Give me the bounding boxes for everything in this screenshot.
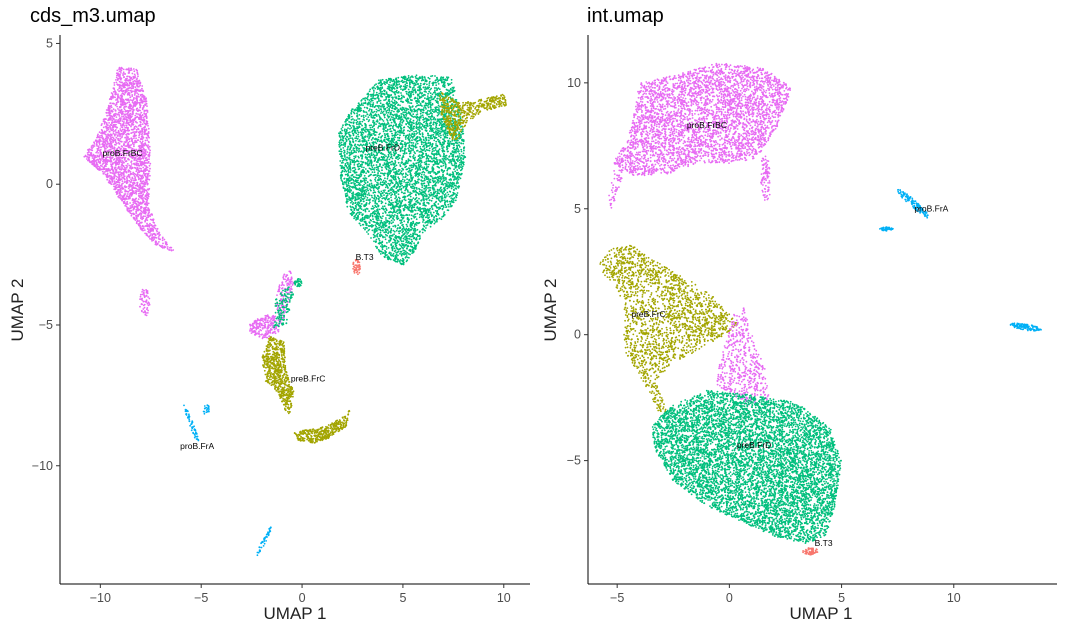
panel-int-umap: int.umap −5 0 5 10 10 5 0 −5 proB.FrBC proB.FrA pr… [533,0,1067,630]
cluster-label: proB.FrBC [102,148,142,158]
y-tick: −5 [567,454,588,468]
cluster-points-prob-frbc [716,307,770,406]
y-tick: 10 [567,76,588,90]
x-tick: 5 [838,584,845,605]
chart-title: int.umap [587,5,664,28]
cluster-label: preB.FrD [366,142,400,152]
x-tick-label: 5 [399,591,406,605]
y-axis-label: UMAP 2 [8,279,28,342]
cluster-points-preb-frd [293,278,303,288]
cluster-points-preb-frc [261,336,295,415]
cluster-points-prob-fra [879,226,894,232]
x-tick: 0 [299,584,306,605]
scatter-points [599,62,1042,556]
scatter-plot-int-umap: −5 0 5 10 10 5 0 −5 proB.FrBC proB.FrA preB.FrC pre… [567,35,1057,605]
cluster-points-prob-frbc [249,314,282,340]
y-tick-label: −10 [32,459,53,473]
cluster-points-preb-frd [651,389,842,544]
cluster-points-preb-frc [293,409,351,444]
cluster-label: preB.FrC [291,373,325,383]
cluster-label: proB.FrA [914,203,948,213]
y-tick: −5 [39,318,60,332]
cluster-points-preb-frc [599,244,738,413]
y-tick-label: 5 [574,202,581,216]
cluster-label: proB.FrA [180,441,214,451]
scatter-plot-cds-m3-umap: −10 −5 0 5 10 5 0 −5 −10 proB.FrBC preB.FrD B.T3 pre… [32,35,530,605]
x-tick-label: 10 [497,591,511,605]
x-tick: 10 [497,584,511,605]
x-tick: −5 [610,584,624,605]
y-tick: 0 [46,177,60,191]
cluster-points-prob-fra [256,526,272,557]
x-tick-label: −5 [194,591,208,605]
cluster-label: preB.FrD [737,440,771,450]
y-tick-label: −5 [567,454,581,468]
x-tick-label: 10 [947,591,961,605]
cluster-points-preb-frd [273,286,294,329]
cluster-points-preb-frc [439,92,507,141]
y-tick: 5 [46,36,60,50]
y-tick: 5 [574,202,588,216]
cluster-points-b-t3 [352,258,361,276]
x-tick: −10 [90,584,111,605]
chart-title: cds_m3.umap [30,5,156,28]
y-tick-label: 0 [574,328,581,342]
cluster-label: proB.FrBC [687,120,727,130]
x-tick-label: 0 [299,591,306,605]
y-tick: 0 [574,328,588,342]
cluster-points-b-t3 [802,547,819,556]
x-tick-label: 5 [838,591,845,605]
x-tick-label: −5 [610,591,624,605]
cluster-points-prob-fra [202,404,210,415]
cluster-points-prob-frbc [608,163,627,209]
cluster-points-preb-frd [338,74,467,266]
y-tick-label: 0 [46,177,53,191]
cluster-points-prob-frbc [760,155,771,201]
y-tick: −10 [32,459,60,473]
x-tick: −5 [194,584,208,605]
x-axis-label: UMAP 1 [264,604,327,624]
x-tick-label: 0 [726,591,733,605]
cluster-points-prob-frbc [139,288,151,317]
cluster-label: B.T3 [815,538,833,548]
y-tick-label: 10 [567,76,581,90]
cluster-points-prob-fra [897,188,929,219]
x-tick: 5 [399,584,406,605]
cluster-points-prob-fra [1009,322,1042,332]
y-axis-label: UMAP 2 [541,279,561,342]
cluster-points-prob-fra [183,404,200,442]
scatter-points [83,66,507,557]
x-tick: 0 [726,584,733,605]
cluster-points-prob-frbc [613,62,791,177]
x-tick-label: −10 [90,591,111,605]
y-tick-label: 5 [46,36,53,50]
panel-cds-m3-umap: cds_m3.umap −10 −5 0 5 10 5 0 −5 −10 proB.FrBC pre… [0,0,533,630]
cluster-label: B.T3 [356,252,374,262]
cluster-points-prob-frbc [83,66,175,252]
cluster-label: preB.FrC [631,309,665,319]
y-tick-label: −5 [39,318,53,332]
cluster-points-prob-frbc [275,270,295,320]
x-tick: 10 [947,584,961,605]
x-axis-label: UMAP 1 [790,604,853,624]
